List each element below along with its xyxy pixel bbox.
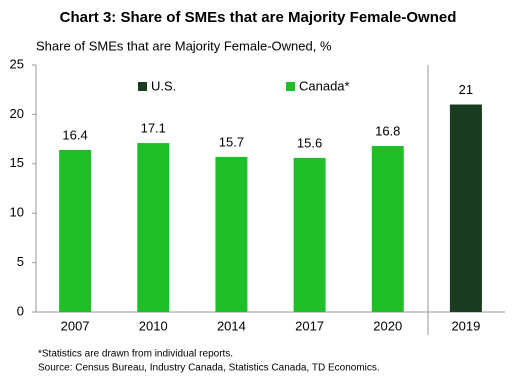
y-tick-label: 25	[10, 56, 24, 71]
footnote: *Statistics are drawn from individual re…	[38, 349, 233, 360]
value-label: 16.4	[62, 127, 87, 142]
bar	[215, 156, 248, 312]
x-tick-label: 2007	[61, 318, 90, 333]
legend-swatch	[286, 82, 295, 91]
y-tick-label: 20	[10, 106, 24, 121]
legend-label: U.S.	[151, 78, 176, 93]
value-label: 17.1	[141, 120, 166, 135]
value-label: 21	[459, 82, 473, 97]
bar	[371, 146, 404, 312]
bar	[449, 104, 482, 313]
y-tick-label: 10	[10, 205, 24, 220]
x-tick-label: 2019	[451, 318, 480, 333]
x-tick-label: 2010	[139, 318, 168, 333]
y-tick-label: 15	[10, 155, 24, 170]
value-label: 15.7	[219, 134, 244, 149]
y-axis-label: Share of SMEs that are Majority Female-O…	[36, 38, 332, 53]
bar	[59, 149, 92, 312]
value-label: 15.6	[297, 135, 322, 150]
legend-swatch	[138, 82, 147, 91]
x-tick-label: 2017	[295, 318, 324, 333]
x-tick-label: 2020	[373, 318, 402, 333]
bar	[293, 157, 326, 312]
bar	[137, 143, 170, 312]
y-tick-label: 0	[17, 303, 24, 318]
footnote: Source: Census Bureau, Industry Canada, …	[38, 363, 380, 374]
value-label: 16.8	[375, 123, 400, 138]
legend-label: Canada*	[299, 78, 350, 93]
chart-title: Chart 3: Share of SMEs that are Majority…	[60, 9, 457, 26]
x-tick-label: 2014	[217, 318, 246, 333]
y-tick-label: 5	[17, 254, 24, 269]
